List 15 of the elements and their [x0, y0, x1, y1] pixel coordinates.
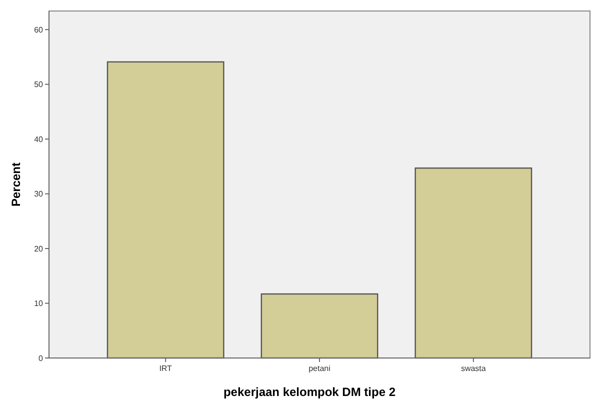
y-tick-label: 10 — [34, 299, 44, 308]
y-tick-label: 50 — [34, 80, 44, 90]
x-axis-title: pekerjaan kelompok DM tipe 2 — [223, 385, 396, 399]
x-tick-label: IRT — [159, 364, 172, 373]
y-tick-label: 40 — [34, 134, 44, 144]
y-tick-label: 30 — [34, 190, 44, 199]
x-tick-label: swasta — [460, 364, 486, 373]
y-tick-label: 60 — [34, 25, 44, 34]
x-tick-label: petani — [308, 364, 331, 373]
bar — [106, 61, 224, 359]
bar — [414, 167, 532, 359]
bar — [260, 293, 378, 359]
y-tick-label: 0 — [38, 354, 44, 363]
y-tick-label: 20 — [34, 244, 44, 254]
y-axis-title: Percent — [9, 162, 23, 207]
